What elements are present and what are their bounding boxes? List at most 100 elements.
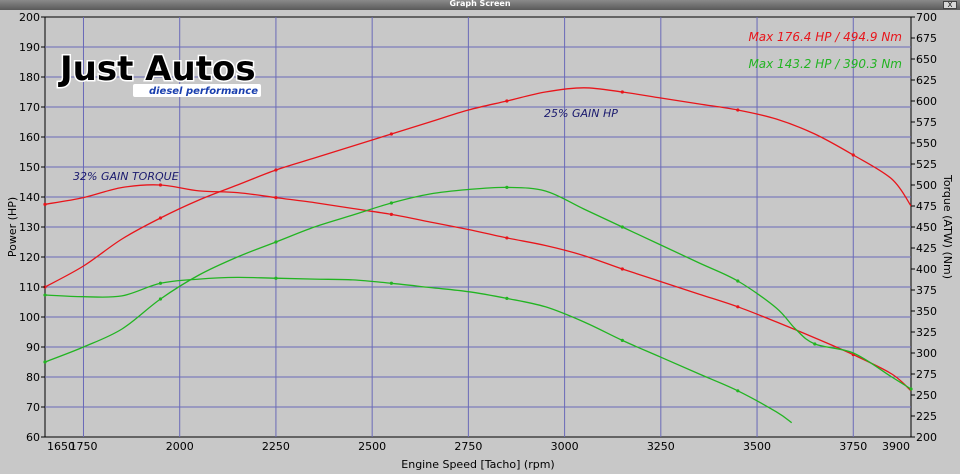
x-tick-label: 3000	[551, 440, 579, 453]
annotation-torque-gain: 32% GAIN TORQUE	[73, 170, 179, 183]
y-tick-label: 90	[26, 341, 40, 354]
x-tick-label: 2250	[262, 440, 290, 453]
series-line-green_torque	[44, 276, 793, 424]
data-point-green_power	[813, 342, 817, 346]
y2-tick-label: 200	[916, 431, 937, 444]
x-tick-label: 2000	[166, 440, 194, 453]
just-autos-logo: Just Autos diesel performance	[57, 48, 261, 98]
y2-tick-label: 450	[916, 221, 937, 234]
y2-tick-label: 675	[916, 32, 937, 45]
y2-tick-label: 500	[916, 179, 937, 192]
data-point-red_torque	[620, 267, 624, 271]
y-tick-label: 130	[19, 221, 40, 234]
logo-tagline-bg	[133, 84, 261, 97]
y-tick-label: 160	[19, 131, 40, 144]
data-point-green_torque	[505, 296, 509, 300]
y2-tick-labels: 200 225 250 275 300 325 350 375 400 425 450 475 500 5…	[911, 11, 937, 444]
data-point-red_power	[274, 168, 278, 172]
y2-tick-label: 275	[916, 368, 937, 381]
legend-max-green: Max 143.2 HP / 390.3 Nm	[748, 57, 902, 71]
y2-tick-label: 375	[916, 284, 937, 297]
y-tick-labels: 60 70 80 90 100 110 120 130 140 150 160 170 180 190 20…	[19, 11, 45, 444]
data-point-green_power	[389, 201, 393, 205]
data-point-red_power	[736, 108, 740, 112]
data-point-green_torque	[736, 389, 740, 393]
data-point-green_power	[620, 225, 624, 229]
y2-tick-label: 425	[916, 242, 937, 255]
y2-tick-label: 350	[916, 305, 937, 318]
data-point-red_power	[851, 153, 855, 157]
x-tick-label: 2750	[454, 440, 482, 453]
y-tick-label: 70	[26, 401, 40, 414]
y-tick-label: 120	[19, 251, 40, 264]
data-point-red_torque	[389, 212, 393, 216]
data-point-green_power	[909, 387, 913, 391]
data-point-green_power	[43, 360, 47, 364]
y2-tick-label: 325	[916, 326, 937, 339]
data-point-green_torque	[43, 293, 47, 297]
data-point-red_torque	[43, 202, 47, 206]
y2-tick-label: 625	[916, 74, 937, 87]
y-tick-label: 80	[26, 371, 40, 384]
logo-tagline: diesel performance	[149, 86, 258, 97]
y2-axis-label: Torque (ATW) (Nm)	[941, 174, 954, 279]
data-point-green_power	[736, 279, 740, 283]
y-tick-label: 110	[19, 281, 40, 294]
x-tick-label: 3750	[839, 440, 867, 453]
x-tick-label: 2500	[358, 440, 386, 453]
data-point-red_power	[620, 90, 624, 94]
logo-text: Just Autos	[58, 49, 256, 89]
y2-tick-label: 650	[916, 53, 937, 66]
y2-tick-label: 225	[916, 410, 937, 423]
y-tick-label: 100	[19, 311, 40, 324]
data-point-green_torque	[274, 276, 278, 280]
data-point-red_torque	[505, 236, 509, 240]
y-tick-label: 180	[19, 71, 40, 84]
data-point-green_torque	[158, 281, 163, 285]
y2-tick-label: 575	[916, 116, 937, 129]
data-point-red_power	[158, 216, 163, 220]
y2-tick-label: 525	[916, 158, 937, 171]
y-tick-label: 190	[19, 41, 40, 54]
x-tick-label: 1750	[69, 440, 97, 453]
y2-tick-label: 550	[916, 137, 937, 150]
x-tick-label: 3900	[882, 440, 910, 453]
data-point-red_torque	[158, 183, 163, 187]
close-button[interactable]: X	[943, 1, 957, 9]
legend-max-red: Max 176.4 HP / 494.9 Nm	[748, 30, 902, 44]
x-axis-label: Engine Speed [Tacho] (rpm)	[401, 458, 554, 471]
data-point-green_power	[158, 297, 163, 301]
y-tick-label: 170	[19, 101, 40, 114]
data-point-red_power	[389, 132, 393, 136]
y2-tick-label: 475	[916, 200, 937, 213]
x-tick-label: 3250	[647, 440, 675, 453]
data-point-green_power	[274, 240, 278, 244]
data-point-green_power	[505, 185, 509, 189]
y-tick-label: 150	[19, 161, 40, 174]
series-line-red_power	[44, 87, 912, 288]
data-point-green_torque	[389, 281, 393, 285]
window-title: Graph Screen	[449, 0, 511, 8]
y2-tick-label: 300	[916, 347, 937, 360]
y-tick-label: 200	[19, 11, 40, 24]
data-point-red_torque	[274, 196, 278, 200]
annotation-hp-gain: 25% GAIN HP	[544, 107, 618, 120]
y2-tick-label: 700	[916, 11, 937, 24]
y-axis-label: Power (HP)	[6, 197, 19, 257]
y-tick-label: 60	[26, 431, 40, 444]
y2-tick-label: 400	[916, 263, 937, 276]
curves	[43, 87, 913, 424]
grid-lines	[45, 17, 911, 437]
series-line-red_torque	[44, 184, 912, 392]
data-point-red_power	[505, 99, 509, 103]
x-tick-label: 3500	[743, 440, 771, 453]
x-tick-label: 1650	[47, 440, 75, 453]
data-point-red_torque	[736, 305, 740, 309]
data-point-green_torque	[620, 338, 624, 342]
title-bar: Graph Screen X	[0, 0, 960, 10]
y-tick-label: 140	[19, 191, 40, 204]
y2-tick-label: 250	[916, 389, 937, 402]
